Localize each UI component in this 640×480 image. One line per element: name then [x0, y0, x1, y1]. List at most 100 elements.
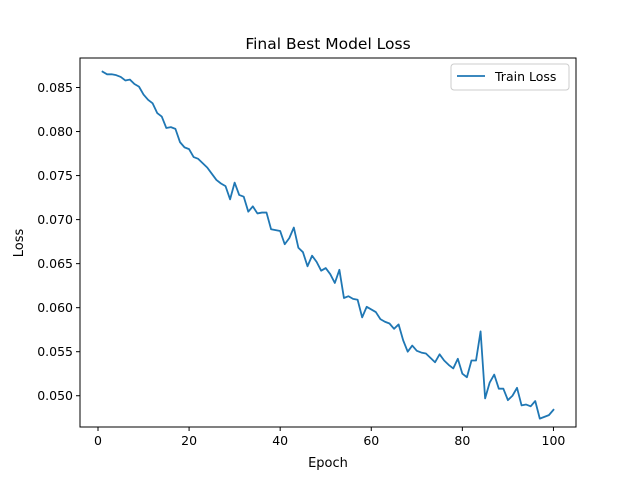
data-point	[111, 74, 112, 75]
data-point	[444, 360, 445, 361]
y-tick-label: 0.070	[37, 212, 73, 227]
data-point	[421, 352, 422, 353]
data-point	[216, 179, 217, 180]
data-point	[311, 255, 312, 256]
data-point	[416, 350, 417, 351]
data-point	[480, 331, 481, 332]
data-point	[494, 374, 495, 375]
data-point	[129, 79, 130, 80]
data-point	[462, 373, 463, 374]
data-point	[175, 128, 176, 129]
data-point	[362, 317, 363, 318]
data-point	[225, 186, 226, 187]
data-point	[407, 351, 408, 352]
data-point	[425, 353, 426, 354]
data-point	[548, 415, 549, 416]
data-point	[412, 345, 413, 346]
data-point	[475, 360, 476, 361]
data-point	[234, 182, 235, 183]
data-point	[343, 297, 344, 298]
data-point	[198, 158, 199, 159]
data-point	[220, 183, 221, 184]
data-point	[321, 270, 322, 271]
y-tick-label: 0.075	[37, 168, 73, 183]
data-point	[512, 395, 513, 396]
data-point	[293, 227, 294, 228]
y-tick-label: 0.080	[37, 124, 73, 139]
data-point	[289, 238, 290, 239]
data-point	[526, 404, 527, 405]
data-point	[116, 75, 117, 76]
data-point	[439, 354, 440, 355]
data-point	[403, 340, 404, 341]
data-point	[503, 388, 504, 389]
data-point	[453, 368, 454, 369]
data-point	[157, 112, 158, 113]
data-point	[393, 328, 394, 329]
data-point	[507, 400, 508, 401]
data-point	[384, 321, 385, 322]
legend: Train Loss	[450, 63, 570, 91]
data-point	[184, 147, 185, 148]
data-point	[261, 212, 262, 213]
data-point	[170, 127, 171, 128]
data-point	[434, 362, 435, 363]
data-point	[553, 409, 554, 410]
data-point	[352, 298, 353, 299]
data-point	[257, 213, 258, 214]
legend-label-train-loss: Train Loss	[494, 69, 556, 84]
data-point	[239, 194, 240, 195]
data-point	[229, 199, 230, 200]
data-point	[489, 382, 490, 383]
data-point	[161, 116, 162, 117]
data-point	[307, 266, 308, 267]
data-point	[138, 86, 139, 87]
data-point	[521, 405, 522, 406]
data-point	[107, 74, 108, 75]
data-point	[134, 83, 135, 84]
data-point	[471, 360, 472, 361]
data-point	[357, 299, 358, 300]
data-point	[366, 306, 367, 307]
data-point	[152, 103, 153, 104]
data-point	[325, 267, 326, 268]
data-point	[466, 377, 467, 378]
data-point	[102, 71, 103, 72]
chart-title: Final Best Model Loss	[245, 35, 410, 53]
data-point	[275, 230, 276, 231]
data-point	[498, 388, 499, 389]
x-tick-label: 0	[94, 433, 102, 448]
data-point	[544, 416, 545, 417]
data-point	[380, 319, 381, 320]
y-tick-label: 0.085	[37, 80, 73, 95]
data-point	[457, 358, 458, 359]
data-point	[207, 167, 208, 168]
data-point	[316, 261, 317, 262]
data-point	[375, 311, 376, 312]
data-point	[284, 244, 285, 245]
data-point	[179, 142, 180, 143]
ticks-layer: 0 20 40 60 80 100 0.050 0.055 0.060 0.065 0.070 0.0…	[37, 80, 565, 448]
y-tick-label: 0.050	[37, 388, 73, 403]
data-point	[530, 406, 531, 407]
data-point	[252, 206, 253, 207]
x-tick-label: 40	[272, 433, 288, 448]
data-point	[298, 247, 299, 248]
data-point	[193, 156, 194, 157]
x-tick-label: 20	[181, 433, 197, 448]
y-tick-label: 0.055	[37, 344, 73, 359]
data-point	[202, 163, 203, 164]
data-point	[485, 398, 486, 399]
y-tick-label: 0.060	[37, 300, 73, 315]
data-point	[448, 364, 449, 365]
data-point	[143, 94, 144, 95]
data-point	[120, 76, 121, 77]
data-point	[516, 387, 517, 388]
x-tick-label: 60	[363, 433, 379, 448]
plot-layer	[101, 70, 555, 420]
data-point	[166, 127, 167, 128]
data-point	[389, 323, 390, 324]
x-tick-label: 100	[542, 433, 566, 448]
